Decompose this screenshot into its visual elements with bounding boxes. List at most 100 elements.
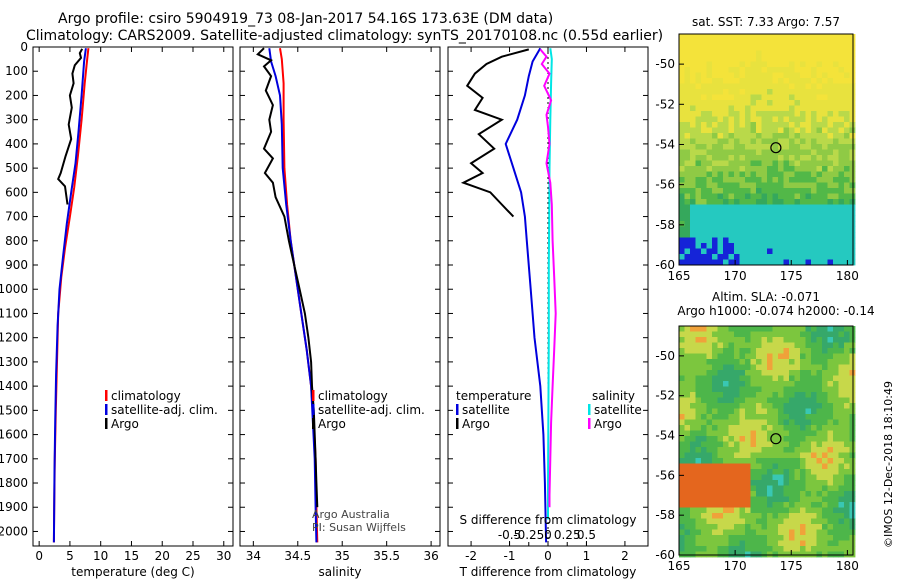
map-cell (838, 105, 845, 112)
map-cell (833, 210, 839, 216)
map-cell (844, 89, 850, 95)
map-cell (811, 226, 817, 233)
x-tick-label: 10 (93, 549, 108, 563)
map-cell (761, 507, 768, 514)
map-cell (849, 111, 856, 117)
map-cell (772, 89, 779, 95)
lat-tick-label: -52 (655, 389, 675, 403)
map-cell (794, 480, 801, 486)
map-cell (827, 546, 834, 552)
map-cell (844, 199, 850, 205)
map-cell (783, 392, 790, 398)
map-cell (827, 419, 834, 426)
map-cell (734, 111, 740, 117)
map-cell (800, 50, 806, 57)
map-cell (695, 166, 702, 172)
map-cell (805, 199, 812, 205)
map-cell (772, 138, 779, 145)
map-cell (767, 105, 773, 112)
map-cell (811, 105, 817, 112)
map-cell (723, 392, 729, 398)
map-cell (706, 353, 713, 360)
map-cell (684, 193, 691, 200)
map-cell (822, 414, 828, 420)
map-cell (712, 237, 718, 244)
map-cell (800, 215, 806, 222)
map-cell (800, 353, 806, 360)
map-cell (778, 89, 784, 95)
map-cell (712, 127, 718, 134)
map-cell (833, 419, 839, 426)
map-cell (717, 524, 724, 530)
map-cell (723, 359, 729, 365)
map-cell (756, 111, 762, 117)
map-cell (761, 105, 768, 112)
map-cell (717, 441, 724, 448)
map-cell (706, 370, 713, 376)
map-cell (761, 551, 768, 558)
map-cell (767, 392, 773, 398)
map-cell (794, 171, 801, 178)
map-cell (833, 326, 839, 332)
map-cell (734, 326, 740, 332)
map-cell (816, 50, 823, 57)
map-cell (684, 342, 691, 349)
map-cell (728, 171, 735, 178)
map-cell (794, 111, 801, 117)
map-cell (833, 133, 839, 139)
map-cell (816, 513, 823, 519)
map-cell (778, 496, 784, 503)
map-cell (849, 458, 856, 464)
map-cell (690, 127, 696, 134)
map-cell (712, 83, 718, 90)
map-cell (712, 463, 718, 470)
map-cell (690, 94, 696, 101)
map-cell (778, 469, 784, 475)
map-cell (827, 226, 834, 233)
map-cell (706, 441, 713, 448)
map-cell (728, 540, 735, 547)
map-cell (756, 160, 762, 167)
map-cell (739, 480, 746, 486)
map-cell (695, 78, 702, 84)
map-cell (794, 331, 801, 338)
map-cell (739, 518, 746, 525)
map-cell (805, 342, 812, 349)
map-cell (717, 359, 724, 365)
map-cell (706, 463, 713, 470)
map-cell (684, 392, 691, 398)
map-cell (684, 386, 691, 393)
map-cell (849, 61, 856, 68)
map-cell (684, 337, 691, 343)
map-cell (739, 392, 746, 398)
map-cell (717, 551, 724, 558)
map-cell (750, 441, 757, 448)
map-cell (734, 243, 740, 249)
map-cell (772, 204, 779, 211)
map-cell (767, 419, 773, 426)
legend-title-temperature: temperature (456, 389, 531, 403)
map-cell (701, 348, 707, 354)
map-cell (767, 535, 773, 541)
map-cell (745, 414, 751, 420)
map-cell (778, 94, 784, 101)
map-cell (800, 331, 806, 338)
map-cell (822, 326, 828, 332)
map-cell (712, 188, 718, 194)
map-cell (816, 480, 823, 486)
map-cell (783, 513, 790, 519)
map-cell (800, 474, 806, 481)
map-cell (734, 248, 740, 255)
map-cell (827, 149, 834, 156)
map-cell (684, 171, 691, 178)
map-cell (789, 248, 795, 255)
map-cell (783, 535, 790, 541)
map-cell (822, 342, 828, 349)
map-cell (805, 116, 812, 123)
map-cell (739, 507, 746, 514)
lon-tick-label: 165 (668, 269, 691, 283)
map-cell (849, 551, 856, 558)
map-cell (723, 149, 729, 156)
map-cell (783, 116, 790, 123)
